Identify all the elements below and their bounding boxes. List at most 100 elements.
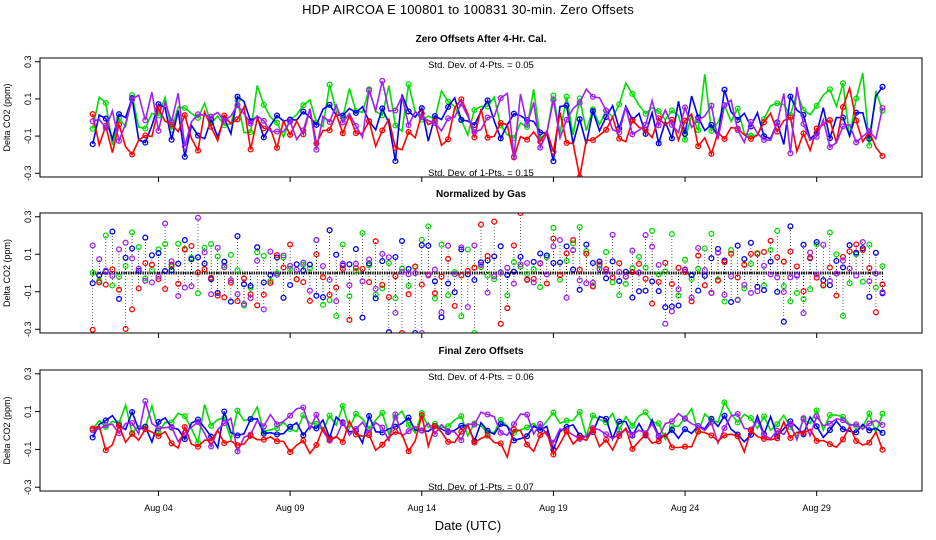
data-point bbox=[162, 241, 169, 248]
data-point bbox=[787, 434, 794, 442]
data-point bbox=[194, 418, 202, 426]
data-point bbox=[734, 433, 741, 440]
data-point bbox=[510, 259, 517, 266]
data-point bbox=[102, 232, 109, 239]
data-point bbox=[260, 252, 267, 260]
data-point bbox=[747, 427, 754, 434]
data-point bbox=[629, 117, 636, 124]
data-point bbox=[484, 289, 491, 296]
data-point bbox=[181, 104, 188, 112]
data-point bbox=[155, 418, 162, 425]
data-point bbox=[339, 419, 346, 426]
data-point bbox=[826, 264, 833, 271]
data-point bbox=[491, 276, 498, 283]
data-point bbox=[445, 98, 452, 105]
data-point bbox=[484, 432, 491, 439]
data-point bbox=[675, 264, 682, 271]
data-point bbox=[866, 427, 873, 434]
data-point bbox=[695, 428, 702, 435]
data-point bbox=[642, 121, 649, 128]
data-point bbox=[714, 245, 722, 252]
data-point bbox=[300, 437, 307, 444]
data-point bbox=[129, 229, 136, 236]
data-point bbox=[254, 257, 261, 264]
data-point bbox=[339, 265, 346, 272]
data-point bbox=[129, 92, 136, 99]
data-point bbox=[629, 247, 636, 254]
data-point bbox=[208, 113, 215, 120]
data-point bbox=[510, 153, 517, 160]
data-point bbox=[688, 294, 695, 301]
data-point bbox=[194, 111, 202, 118]
data-point bbox=[431, 266, 438, 273]
data-point bbox=[194, 443, 202, 450]
data-point bbox=[543, 254, 550, 261]
data-point bbox=[504, 264, 511, 271]
y-tick-label: -0.3 bbox=[23, 321, 33, 337]
plot-frame bbox=[39, 57, 923, 178]
data-point bbox=[879, 429, 886, 436]
data-point bbox=[846, 280, 853, 287]
data-point bbox=[649, 243, 656, 250]
data-point bbox=[747, 118, 754, 125]
data-point bbox=[603, 436, 610, 443]
data-point bbox=[833, 257, 840, 264]
data-layer bbox=[89, 213, 886, 333]
data-point bbox=[550, 243, 557, 250]
data-point bbox=[668, 308, 675, 315]
data-point bbox=[201, 249, 208, 256]
data-point bbox=[240, 281, 248, 288]
data-point bbox=[708, 150, 715, 157]
data-point bbox=[576, 266, 583, 273]
data-point bbox=[346, 293, 353, 300]
data-point bbox=[326, 276, 333, 283]
data-point bbox=[872, 249, 879, 256]
data-point bbox=[458, 437, 465, 444]
data-point bbox=[524, 441, 531, 448]
data-point bbox=[96, 256, 103, 263]
y-tick-label: 0.3 bbox=[23, 210, 33, 223]
data-point bbox=[853, 95, 860, 102]
data-point bbox=[800, 241, 807, 248]
data-point bbox=[392, 144, 399, 151]
data-point bbox=[221, 440, 228, 447]
data-point bbox=[300, 279, 307, 286]
data-point bbox=[115, 422, 123, 429]
data-point bbox=[287, 423, 294, 430]
data-point bbox=[846, 248, 853, 255]
data-point bbox=[214, 289, 221, 296]
data-point bbox=[477, 261, 485, 268]
data-point bbox=[576, 173, 583, 177]
data-point bbox=[313, 425, 320, 432]
data-point bbox=[807, 286, 814, 293]
y-axis-label: Delta CO2 (ppm) bbox=[2, 83, 12, 151]
data-point bbox=[774, 435, 781, 442]
data-layer bbox=[89, 398, 886, 460]
data-point bbox=[563, 417, 570, 424]
data-point bbox=[366, 87, 373, 94]
data-point bbox=[405, 271, 412, 278]
data-point bbox=[497, 440, 504, 447]
data-point bbox=[616, 418, 623, 425]
y-tick-label: 0.1 bbox=[23, 248, 33, 261]
data-point bbox=[240, 300, 248, 308]
data-point bbox=[497, 429, 504, 436]
data-point bbox=[102, 124, 109, 131]
data-point bbox=[668, 418, 675, 425]
data-point bbox=[471, 329, 478, 333]
data-point bbox=[655, 278, 662, 285]
data-point bbox=[372, 285, 379, 292]
data-point bbox=[866, 420, 873, 427]
data-point bbox=[359, 229, 366, 237]
data-point bbox=[497, 416, 504, 423]
data-point bbox=[655, 420, 662, 427]
data-point bbox=[524, 411, 531, 418]
data-point bbox=[115, 286, 123, 293]
data-point bbox=[576, 99, 583, 106]
data-point bbox=[300, 102, 307, 109]
data-point bbox=[142, 259, 149, 267]
data-point bbox=[839, 417, 847, 424]
data-point bbox=[392, 295, 399, 302]
data-point bbox=[313, 441, 320, 449]
